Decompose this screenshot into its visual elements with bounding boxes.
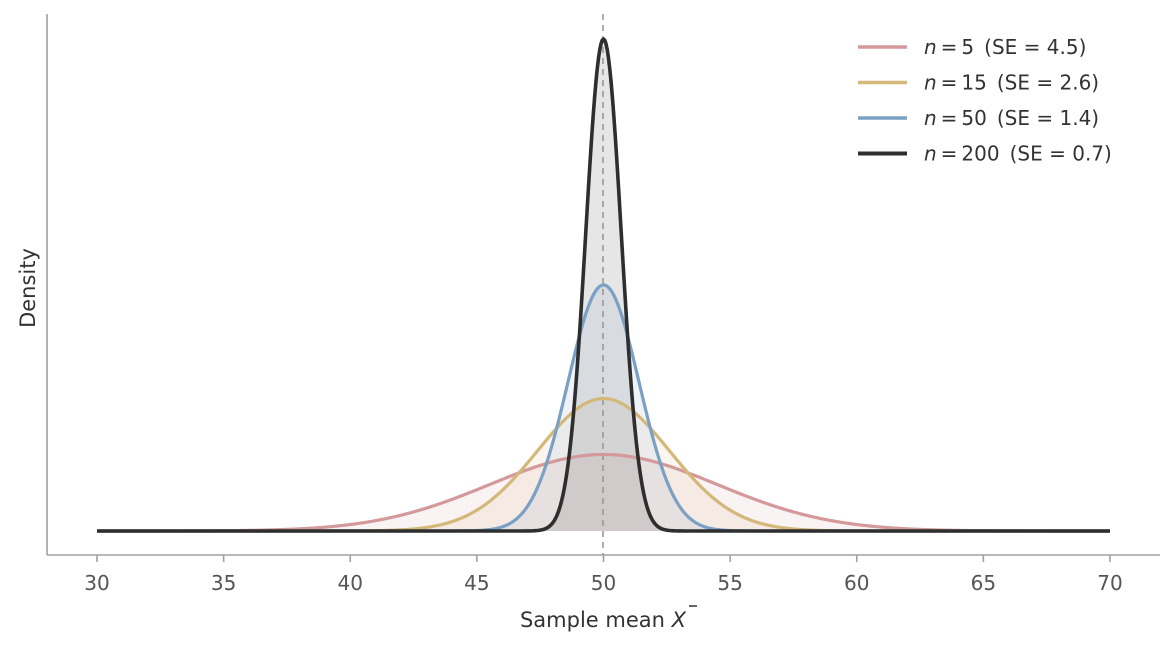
density-curves <box>96 37 1111 533</box>
legend-label: n = 200 (SE = 0.7) <box>924 142 1112 166</box>
legend: n = 5 (SE = 4.5) n = 15 (SE = 2.6) n = 50 … <box>858 35 1112 166</box>
legend-label: n = 15 (SE = 2.6) <box>924 71 1099 95</box>
density-fill-n15 <box>97 398 1110 531</box>
density-fill-n50 <box>97 284 1110 531</box>
legend-item-n5: n = 5 (SE = 4.5) <box>858 35 1086 59</box>
x-tick-label: 50 <box>591 571 616 595</box>
x-tick-label: 45 <box>464 571 489 595</box>
legend-item-n200: n = 200 (SE = 0.7) <box>858 142 1112 166</box>
legend-item-n15: n = 15 (SE = 2.6) <box>858 71 1099 95</box>
x-tick-label: 40 <box>338 571 363 595</box>
x-tick-label: 60 <box>844 571 869 595</box>
x-axis-label: Sample mean X <box>520 608 687 632</box>
x-tick-label: 35 <box>211 571 236 595</box>
x-tick-label: 55 <box>717 571 742 595</box>
x-tick-label: 30 <box>84 571 109 595</box>
x-tick-label: 65 <box>971 571 996 595</box>
density-curve-n200 <box>96 37 1111 533</box>
y-axis-label: Density <box>16 248 40 328</box>
legend-label: n = 5 (SE = 4.5) <box>924 35 1086 59</box>
x-axis-ticks: 30 35 40 45 50 55 60 65 70 <box>84 555 1123 595</box>
legend-item-n50: n = 50 (SE = 1.4) <box>858 106 1099 130</box>
x-tick-label: 70 <box>1097 571 1122 595</box>
legend-label: n = 50 (SE = 1.4) <box>924 106 1099 130</box>
